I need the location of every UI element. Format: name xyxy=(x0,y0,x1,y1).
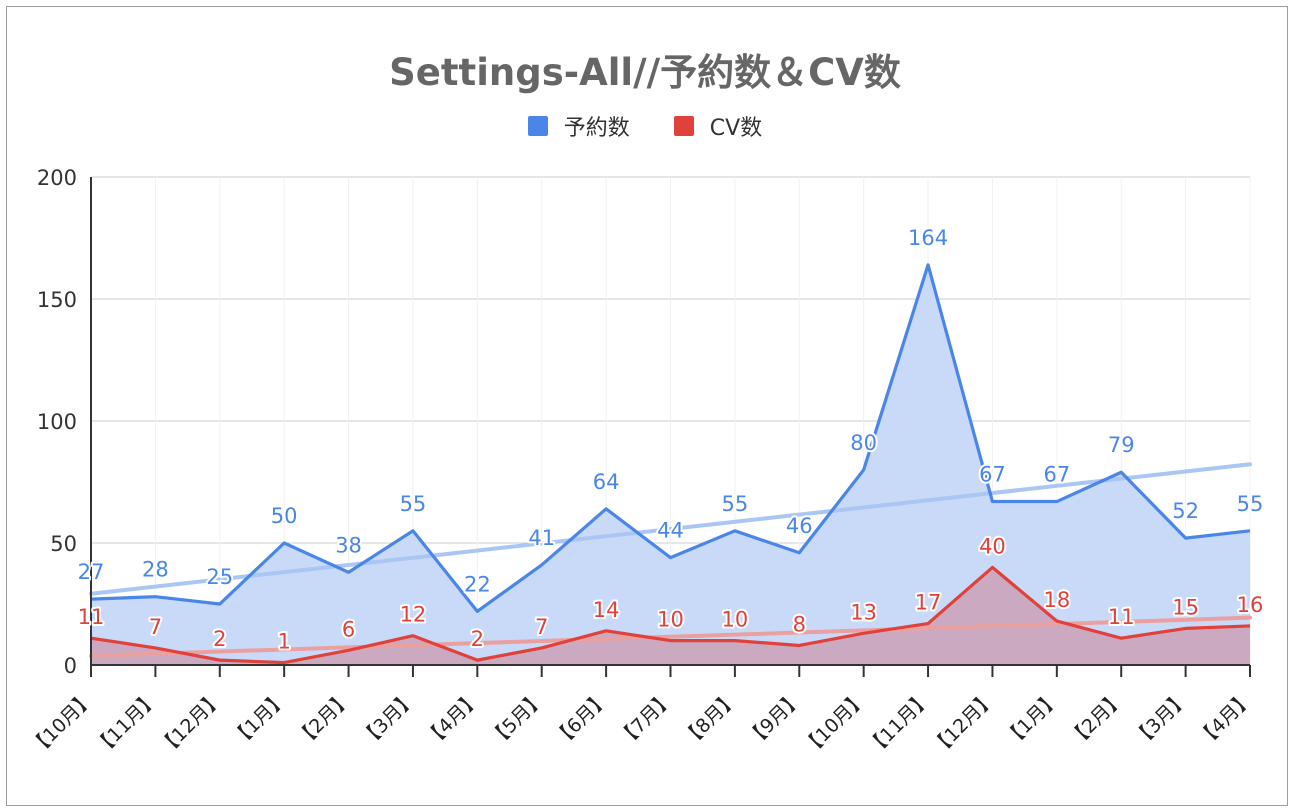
legend-label-cv: CV数 xyxy=(709,116,763,141)
x-tick-label: 【11月】 xyxy=(90,687,163,760)
x-tick-label: 【10月】 xyxy=(798,687,871,760)
y-tick-label: 100 xyxy=(37,410,77,434)
x-tick-label: 【3月】 xyxy=(1129,687,1193,751)
series-area-1 xyxy=(91,567,1250,665)
data-label-0: 55 xyxy=(1237,492,1264,516)
data-label-0: 55 xyxy=(400,492,427,516)
x-tick-label: 【2月】 xyxy=(1064,687,1128,751)
y-tick-label: 0 xyxy=(64,654,77,678)
data-label-1: 6 xyxy=(342,617,355,641)
x-tick-label: 【2月】 xyxy=(292,687,356,751)
data-label-0: 64 xyxy=(593,470,620,494)
data-label-1: 2 xyxy=(213,627,226,651)
data-label-0: 25 xyxy=(206,565,233,589)
trendline-0 xyxy=(89,462,1252,596)
data-label-0: 79 xyxy=(1108,433,1135,457)
x-tick-label: 【12月】 xyxy=(154,687,227,760)
data-label-1: 7 xyxy=(149,615,162,639)
data-label-0: 38 xyxy=(335,533,362,557)
data-label-1: 16 xyxy=(1237,593,1264,617)
data-label-0: 22 xyxy=(464,572,491,596)
legend-swatch-cv xyxy=(673,116,694,136)
series-area-0 xyxy=(91,264,1250,665)
y-tick-label: 200 xyxy=(37,166,77,190)
data-label-0: 50 xyxy=(271,504,298,528)
data-label-1: 2 xyxy=(471,627,484,651)
x-tick-label: 【1月】 xyxy=(1000,687,1064,751)
x-tick-label: 【11月】 xyxy=(863,687,936,760)
data-label-0: 52 xyxy=(1172,499,1199,523)
data-label-0: 27 xyxy=(78,560,105,584)
x-tick-label: 【8月】 xyxy=(678,687,742,751)
legend-label-reservations: 予約数 xyxy=(563,116,630,141)
data-label-0: 67 xyxy=(1043,463,1070,487)
x-tick-label: 【4月】 xyxy=(1193,687,1257,751)
data-label-1: 15 xyxy=(1172,595,1199,619)
x-tick-label: 【6月】 xyxy=(549,687,613,751)
data-label-1: 11 xyxy=(1108,605,1135,629)
chart-title: Settings-All//予約数＆CV数 xyxy=(389,51,901,94)
trendline-1 xyxy=(89,615,1252,658)
series-line-1 xyxy=(90,565,1251,665)
x-tick-label: 【4月】 xyxy=(420,687,484,751)
x-tick-label: 【10月】 xyxy=(26,687,99,760)
series-line-0 xyxy=(90,263,1251,613)
data-label-1: 8 xyxy=(793,612,806,636)
x-tick-label: 【5月】 xyxy=(485,687,549,751)
data-label-1: 1 xyxy=(277,630,290,654)
data-label-1: 11 xyxy=(78,605,105,629)
x-tick-label: 【7月】 xyxy=(614,687,678,751)
data-label-1: 18 xyxy=(1043,588,1070,612)
data-label-1: 10 xyxy=(657,608,684,632)
data-label-0: 44 xyxy=(657,519,684,543)
data-label-1: 12 xyxy=(400,603,427,627)
data-label-0: 164 xyxy=(908,226,948,250)
data-label-0: 28 xyxy=(142,558,169,582)
data-label-0: 46 xyxy=(786,514,813,538)
x-tick-label: 【1月】 xyxy=(227,687,291,751)
x-tick-label: 【3月】 xyxy=(356,687,420,751)
legend-item-reservations[interactable]: 予約数 xyxy=(527,110,630,142)
legend-item-cv[interactable]: CV数 xyxy=(673,110,763,142)
data-label-1: 40 xyxy=(979,534,1006,558)
data-label-0: 67 xyxy=(979,463,1006,487)
y-tick-label: 50 xyxy=(50,532,77,556)
chart-legend: 予約数 CV数 xyxy=(0,110,1290,142)
y-tick-label: 150 xyxy=(37,288,77,312)
legend-swatch-reservations xyxy=(527,116,548,136)
data-label-1: 10 xyxy=(722,608,749,632)
data-label-1: 13 xyxy=(850,600,877,624)
data-label-1: 14 xyxy=(593,598,620,622)
data-label-0: 55 xyxy=(722,492,749,516)
x-tick-label: 【12月】 xyxy=(927,687,1000,760)
data-label-0: 80 xyxy=(850,431,877,455)
x-tick-label: 【9月】 xyxy=(742,687,806,751)
data-label-1: 7 xyxy=(535,615,548,639)
data-label-0: 41 xyxy=(528,526,555,550)
data-label-1: 17 xyxy=(915,591,942,615)
